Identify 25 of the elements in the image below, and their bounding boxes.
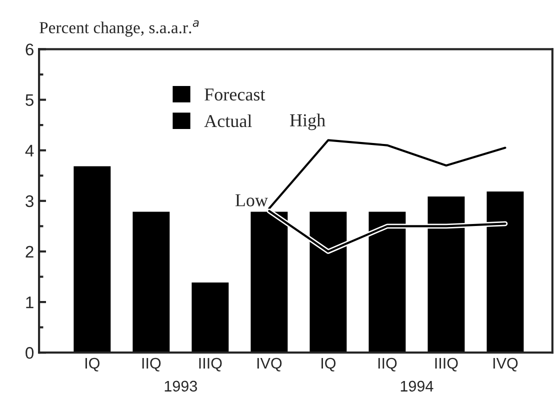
x-tick-label: IVQ bbox=[257, 358, 282, 372]
y-tick-label: 3 bbox=[26, 195, 34, 208]
y-tick-label: 2 bbox=[26, 246, 34, 258]
y-tick-label: 0 bbox=[26, 347, 34, 359]
x-tick-label: IIQ bbox=[142, 358, 161, 372]
bar bbox=[131, 210, 172, 353]
legend-label: Forecast bbox=[204, 88, 266, 101]
text: 1993 bbox=[164, 380, 197, 392]
x-tick-label: IIQ bbox=[378, 358, 397, 372]
y-tick-label: 5 bbox=[26, 94, 34, 106]
x-tick-label: IQ bbox=[86, 358, 100, 372]
series-label: High bbox=[290, 114, 326, 130]
series-label: Low bbox=[235, 194, 268, 206]
text: 1994 bbox=[400, 380, 434, 392]
y-tick-label: 1 bbox=[26, 296, 34, 308]
x-tick-label: IQ bbox=[322, 358, 336, 372]
y-tick-label: 6 bbox=[26, 44, 34, 56]
x-tick-label: IIIQ bbox=[199, 358, 222, 372]
bar bbox=[190, 281, 230, 353]
x-tick-label: IIIQ bbox=[435, 358, 458, 372]
y-axis-title: Percent change, s.a.a.r.$^{a}$ bbox=[40, 20, 199, 37]
y-tick-label: 4 bbox=[25, 144, 34, 156]
bar bbox=[72, 164, 112, 353]
x-tick-label: IVQ bbox=[493, 358, 518, 372]
legend-label: Actual bbox=[204, 114, 252, 128]
